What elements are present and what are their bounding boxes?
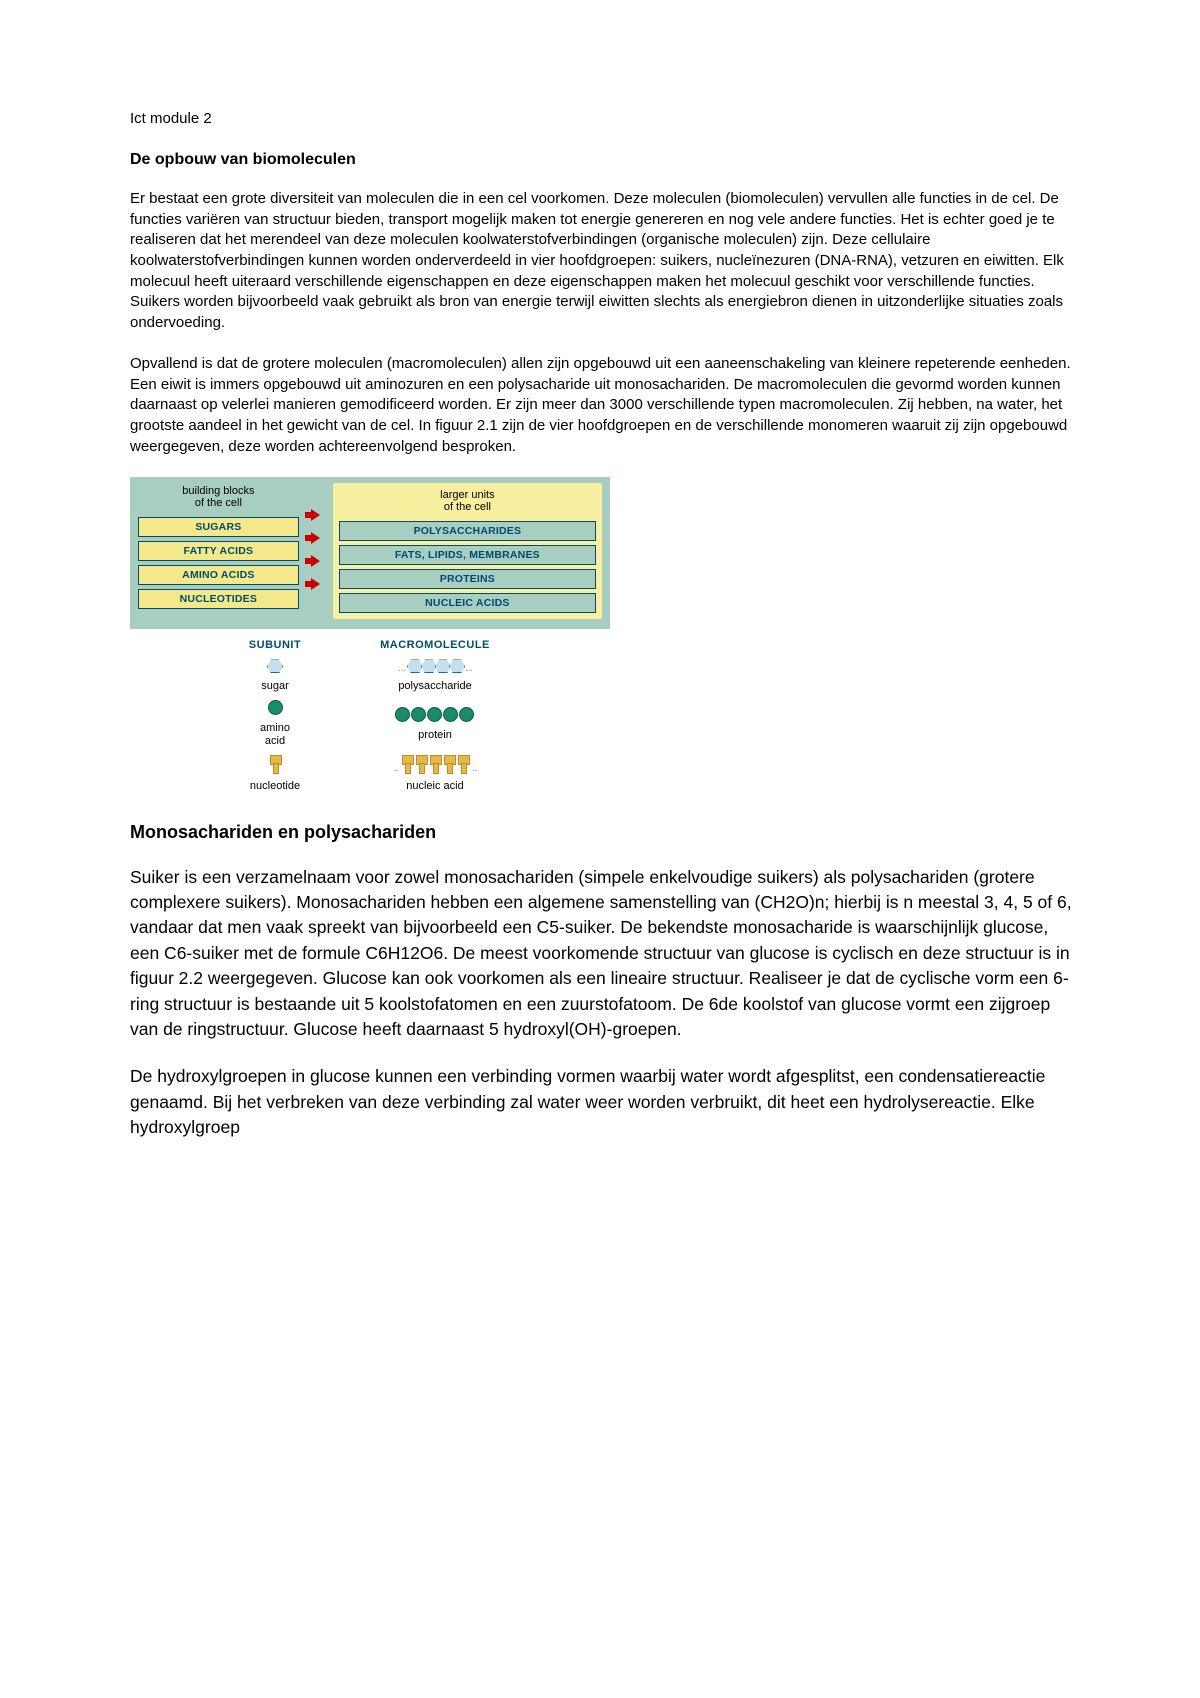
figure-2-1: building blocksof the cell SUGARS FATTY … — [130, 477, 610, 791]
cell-proteins: PROTEINS — [339, 569, 596, 589]
nucleotide-label: nucleotide — [225, 780, 325, 792]
heading-main: De opbouw van biomoleculen — [130, 151, 1080, 169]
cell-polysaccharides: POLYSACCHARIDES — [339, 521, 596, 541]
sugar-label: sugar — [225, 680, 325, 692]
left-col-header: building blocksof the cell — [138, 483, 299, 513]
arrow-icon — [311, 578, 320, 590]
cell-amino-acids: AMINO ACIDS — [138, 565, 299, 585]
cell-nucleic-acids: NUCLEIC ACIDS — [339, 593, 596, 613]
polysaccharide-chain — [407, 659, 463, 673]
cell-nucleotides: NUCLEOTIDES — [138, 589, 299, 609]
left-column: building blocksof the cell SUGARS FATTY … — [138, 483, 299, 619]
right-col-header: larger unitsof the cell — [339, 487, 596, 517]
macromolecule-header: MACROMOLECULE — [355, 639, 515, 651]
sugar-hex-icon — [267, 659, 283, 673]
paragraph-1: Er bestaat een grote diversiteit van mol… — [130, 189, 1080, 334]
cell-fats-lipids: FATS, LIPIDS, MEMBRANES — [339, 545, 596, 565]
arrow-icon — [311, 555, 320, 567]
protein-label: protein — [355, 729, 515, 741]
row-amino-acid: aminoacid protein — [150, 700, 590, 746]
amino-circle-icon — [268, 700, 283, 715]
paragraph-4: De hydroxylgroepen in glucose kunnen een… — [130, 1064, 1080, 1140]
arrow-column — [307, 483, 325, 619]
nucleic-acid-chain — [400, 755, 470, 773]
subunit-header: SUBUNIT — [225, 639, 325, 651]
protein-chain — [395, 707, 475, 722]
nucleotide-icon — [268, 755, 282, 773]
cell-fatty-acids: FATTY ACIDS — [138, 541, 299, 561]
arrow-icon — [311, 532, 320, 544]
paragraph-2: Opvallend is dat de grotere moleculen (m… — [130, 354, 1080, 457]
paragraph-3: Suiker is een verzamelnaam voor zowel mo… — [130, 865, 1080, 1043]
cell-sugars: SUGARS — [138, 517, 299, 537]
row-nucleotide: nucleotide ···· nucleic acid — [150, 755, 590, 792]
module-label: Ict module 2 — [130, 110, 1080, 127]
arrow-icon — [311, 509, 320, 521]
building-blocks-table: building blocksof the cell SUGARS FATTY … — [130, 477, 610, 629]
amino-acid-label: aminoacid — [225, 722, 325, 746]
heading-monosachariden: Monosachariden en polysachariden — [130, 822, 1080, 843]
polysaccharide-label: polysaccharide — [355, 680, 515, 692]
subunit-macromolecule-panel: SUBUNIT MACROMOLECULE sugar ······ polys… — [130, 629, 610, 791]
right-column: larger unitsof the cell POLYSACCHARIDES … — [333, 483, 602, 619]
nucleic-acid-label: nucleic acid — [355, 780, 515, 792]
row-sugar: sugar ······ polysaccharide — [150, 659, 590, 692]
